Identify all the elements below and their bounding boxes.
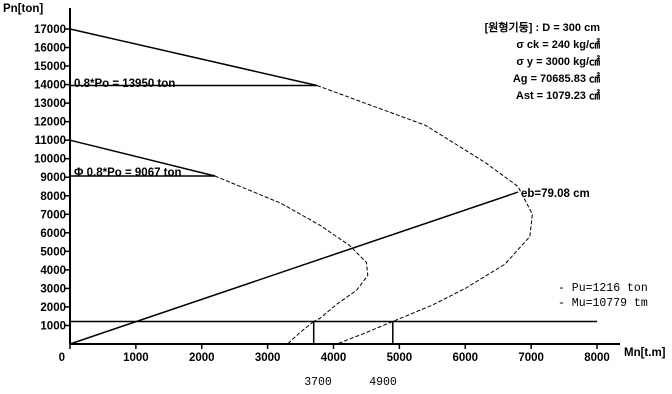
y-tick-label: 7000 xyxy=(40,209,66,221)
y-tick-label: 8000 xyxy=(40,191,66,203)
y-tick-label: 17000 xyxy=(34,24,66,36)
x-tick-label: 4000 xyxy=(321,352,347,364)
y-axis-label: Pn[ton] xyxy=(3,3,43,15)
y-tick-label: 6000 xyxy=(40,228,66,240)
y-tick-label: 1000 xyxy=(40,320,66,332)
eb-label: eb=79.08 cm xyxy=(521,188,590,200)
series-line-3 xyxy=(69,139,216,177)
series-line-4 xyxy=(214,175,369,322)
y-tick-label: 10000 xyxy=(34,154,66,166)
x-tick-label: 1000 xyxy=(123,352,149,364)
below-axis-label-4900: 4900 xyxy=(369,376,397,389)
series-line-1 xyxy=(69,28,318,87)
y-tick-label: 2000 xyxy=(40,302,66,314)
x-axis-label: Mn[t.m] xyxy=(624,347,666,359)
y-tick-label: 12000 xyxy=(34,117,66,129)
y-tick-label: 5000 xyxy=(40,246,66,258)
info-line-fck: σ ck = 240 kg/㎠ xyxy=(516,37,600,51)
y-tick-label: 16000 xyxy=(34,43,66,55)
x-tick-label: 0 xyxy=(59,352,65,364)
info-line-fy: σ y = 3000 kg/㎠ xyxy=(516,54,600,68)
y-tick-label: 9000 xyxy=(40,172,66,184)
y-tick-label: 15000 xyxy=(34,61,66,73)
curve-layer xyxy=(69,28,597,345)
y-tick-label: 13000 xyxy=(34,98,66,110)
x-tick-label: 8000 xyxy=(584,352,610,364)
y-tick-label: 4000 xyxy=(40,265,66,277)
po-cap-label: 0.8*Po = 13950 ton xyxy=(74,78,175,90)
info-block: [원형기둥] : D = 300 cm σ ck = 240 kg/㎠ σ y … xyxy=(485,20,601,102)
series-line-5 xyxy=(287,321,315,345)
phi-po-cap-label: Φ 0.8*Po = 9067 ton xyxy=(74,167,182,179)
mu-label: - Mu=10779 tm xyxy=(558,297,648,310)
x-tick-label: 3000 xyxy=(255,352,281,364)
y-tick-label: 14000 xyxy=(34,80,66,92)
x-tick-label: 6000 xyxy=(452,352,478,364)
y-tick-label: 11000 xyxy=(35,135,66,147)
x-tick-label: 2000 xyxy=(189,352,215,364)
info-line-ast: Ast = 1079.23 ㎠ xyxy=(516,88,600,102)
x-tick-label: 5000 xyxy=(387,352,413,364)
pu-label: - Pu=1216 ton xyxy=(558,282,648,295)
y-tick-label: 3000 xyxy=(40,283,66,295)
series-line-2 xyxy=(316,85,533,345)
tick-layer: 1000 2000 3000 4000 5000 6000 7000 8000 9000 1000… xyxy=(34,24,610,364)
below-axis-label-3700: 3700 xyxy=(304,376,332,389)
x-tick-label: 7000 xyxy=(518,352,544,364)
info-line-shape: [원형기둥] : D = 300 cm xyxy=(485,20,601,34)
series-line-6 xyxy=(69,191,519,345)
info-line-ag: Ag = 70685.83 ㎠ xyxy=(513,71,600,85)
